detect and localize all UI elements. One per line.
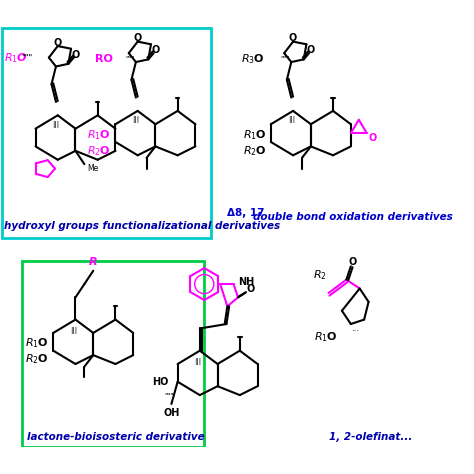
Text: $R_2$O: $R_2$O — [87, 144, 111, 158]
Text: O: O — [348, 257, 357, 267]
Text: HO: HO — [152, 377, 169, 387]
Text: hydroxyl groups functionalizational derivatives: hydroxyl groups functionalizational deri… — [4, 221, 281, 231]
Text: $R_2$O: $R_2$O — [243, 144, 266, 158]
Text: |||: ||| — [288, 116, 295, 123]
Text: O: O — [72, 50, 80, 60]
Text: O: O — [134, 33, 142, 43]
Text: ...: ... — [351, 324, 359, 333]
Text: |||: ||| — [70, 327, 77, 334]
Text: $R_2$O: $R_2$O — [25, 353, 49, 366]
Text: $R_3$O: $R_3$O — [241, 53, 264, 66]
Text: |||: ||| — [132, 116, 139, 123]
Text: $R_1$O: $R_1$O — [314, 330, 337, 344]
Text: """: """ — [21, 54, 32, 63]
Text: $R_1$O: $R_1$O — [25, 337, 49, 350]
FancyBboxPatch shape — [2, 28, 211, 238]
Text: O: O — [307, 46, 315, 55]
FancyBboxPatch shape — [22, 261, 204, 447]
Text: O: O — [369, 133, 377, 143]
Text: lactone-bioisosteric derivative: lactone-bioisosteric derivative — [27, 432, 204, 442]
Text: Δ8, 17: Δ8, 17 — [228, 208, 265, 218]
Text: |||: ||| — [194, 358, 201, 365]
Text: $R_1$O: $R_1$O — [4, 51, 28, 64]
Text: $R_1$O: $R_1$O — [243, 128, 266, 142]
Text: $R_1$O: $R_1$O — [87, 128, 111, 142]
Text: NH: NH — [238, 277, 254, 287]
Text: R: R — [89, 257, 98, 267]
Text: O: O — [151, 46, 160, 55]
Text: |||: ||| — [53, 121, 60, 128]
Text: O: O — [247, 283, 255, 293]
Text: """: """ — [125, 55, 134, 61]
Text: $R_2$: $R_2$ — [313, 268, 327, 282]
Text: O: O — [289, 33, 297, 43]
Text: O: O — [54, 37, 62, 47]
Text: Me: Me — [87, 164, 98, 173]
Text: RO: RO — [95, 55, 113, 64]
Text: """: """ — [164, 392, 173, 398]
Text: 1, 2-olefinat...: 1, 2-olefinat... — [328, 432, 412, 442]
Text: """: """ — [281, 55, 290, 61]
Text: double bond oxidation derivatives: double bond oxidation derivatives — [253, 212, 453, 222]
Text: OH: OH — [163, 408, 180, 418]
